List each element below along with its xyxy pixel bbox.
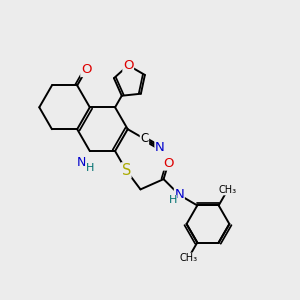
Text: S: S <box>122 163 131 178</box>
Text: H: H <box>85 163 94 173</box>
Text: O: O <box>81 64 91 76</box>
Text: C: C <box>140 132 148 146</box>
Text: N: N <box>155 141 165 154</box>
Text: N: N <box>175 188 184 201</box>
Text: O: O <box>123 59 134 72</box>
Text: N: N <box>77 156 86 169</box>
Text: CH₃: CH₃ <box>218 185 237 195</box>
Text: H: H <box>169 195 177 205</box>
Text: O: O <box>163 157 173 170</box>
Text: CH₃: CH₃ <box>179 253 197 263</box>
